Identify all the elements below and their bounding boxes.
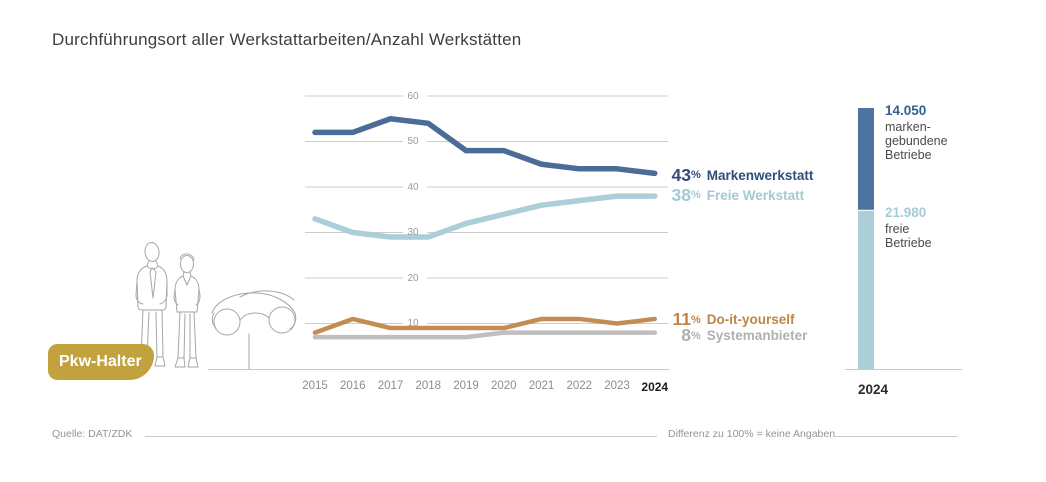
x-axis-year-2021: 2021 [528,380,555,392]
bar-segment-desc: gebundene [885,134,948,148]
bar-segment-value: 21.980 [885,204,927,220]
series-value: 38 [671,184,691,205]
series-name: Systemanbieter [706,328,808,344]
footer-divider-line [833,436,958,437]
series-end-label-2: 38% Freie Werkstatt [670,184,805,206]
stacked-bar-2024 [858,108,874,369]
footer-divider-line [145,436,657,437]
y-tick-label: 30 [407,227,419,238]
line-series-freie-werkstatt [312,193,658,240]
x-axis-year-2024: 2024 [641,380,669,394]
person-woman-outline [173,253,201,368]
y-tick-label: 50 [407,136,419,147]
bar-segment-desc: freie [885,221,910,236]
series-name: Freie Werkstatt [706,187,805,203]
pkw-halter-badge: Pkw-Halter [48,344,154,380]
x-axis-year-2015: 2015 [302,380,328,392]
y-tick-label: 40 [407,181,419,193]
bar-year-label: 2024 [858,382,889,397]
difference-note: Differenz zu 100% = keine Angaben [668,428,836,440]
series-end-label-4: 8% Systemanbieter [670,325,807,347]
page-title: Durchführungsort aller Werkstattarbeiten… [52,30,522,49]
series-value: 8 [681,325,691,346]
y-tick-label: 20 [407,272,419,284]
line-series-systemanbieter [312,330,657,340]
bar-segment-markengebundene-betriebe [858,108,874,210]
series-name: Do-it-yourself [706,312,795,328]
series-value: 43 [671,164,691,185]
series-end-label-3: 11% Do-it-yourself [670,309,795,331]
series-name: Markenwerkstatt [706,167,814,183]
y-tick-label: 10 [407,318,419,329]
car-outline [211,290,297,370]
x-axis-year-2017: 2017 [377,380,404,392]
series-value: 11 [672,309,692,330]
series-unit: % [691,313,701,326]
bar-segment-label-1: 14.050 marken-gebundene Betriebe [885,103,1005,162]
x-axis-year-2016: 2016 [339,380,366,392]
bar-segment-desc: Betriebe [885,148,932,162]
y-tick-label: 60 [407,90,419,102]
x-axis-year-2020: 2020 [490,380,517,392]
series-end-label-1: 43% Markenwerkstatt [670,164,814,186]
bar-segment-desc: marken- [885,120,931,134]
x-axis-year-2018: 2018 [415,380,442,392]
source-note: Quelle: DAT/ZDK [52,428,133,440]
series-unit: % [691,329,701,342]
series-unit: % [691,169,701,182]
x-axis-year-2022: 2022 [566,380,593,392]
series-unit: % [691,189,701,202]
pkw-halter-illustration [135,242,297,370]
line-series-markenwerkstatt [312,116,658,177]
x-axis-year-2019: 2019 [453,380,479,392]
bar-segment-value: 14.050 [885,103,927,118]
x-axis-year-2023: 2023 [604,380,630,392]
line-series-do-it-yourself [312,316,657,335]
person-man-outline [135,242,168,367]
bar-segment-label-2: 21.980 freie Betriebe [885,205,1005,250]
line-series [312,116,658,340]
bar-segment-freie-betriebe [858,210,874,369]
bar-segment-desc: Betriebe [885,235,932,250]
